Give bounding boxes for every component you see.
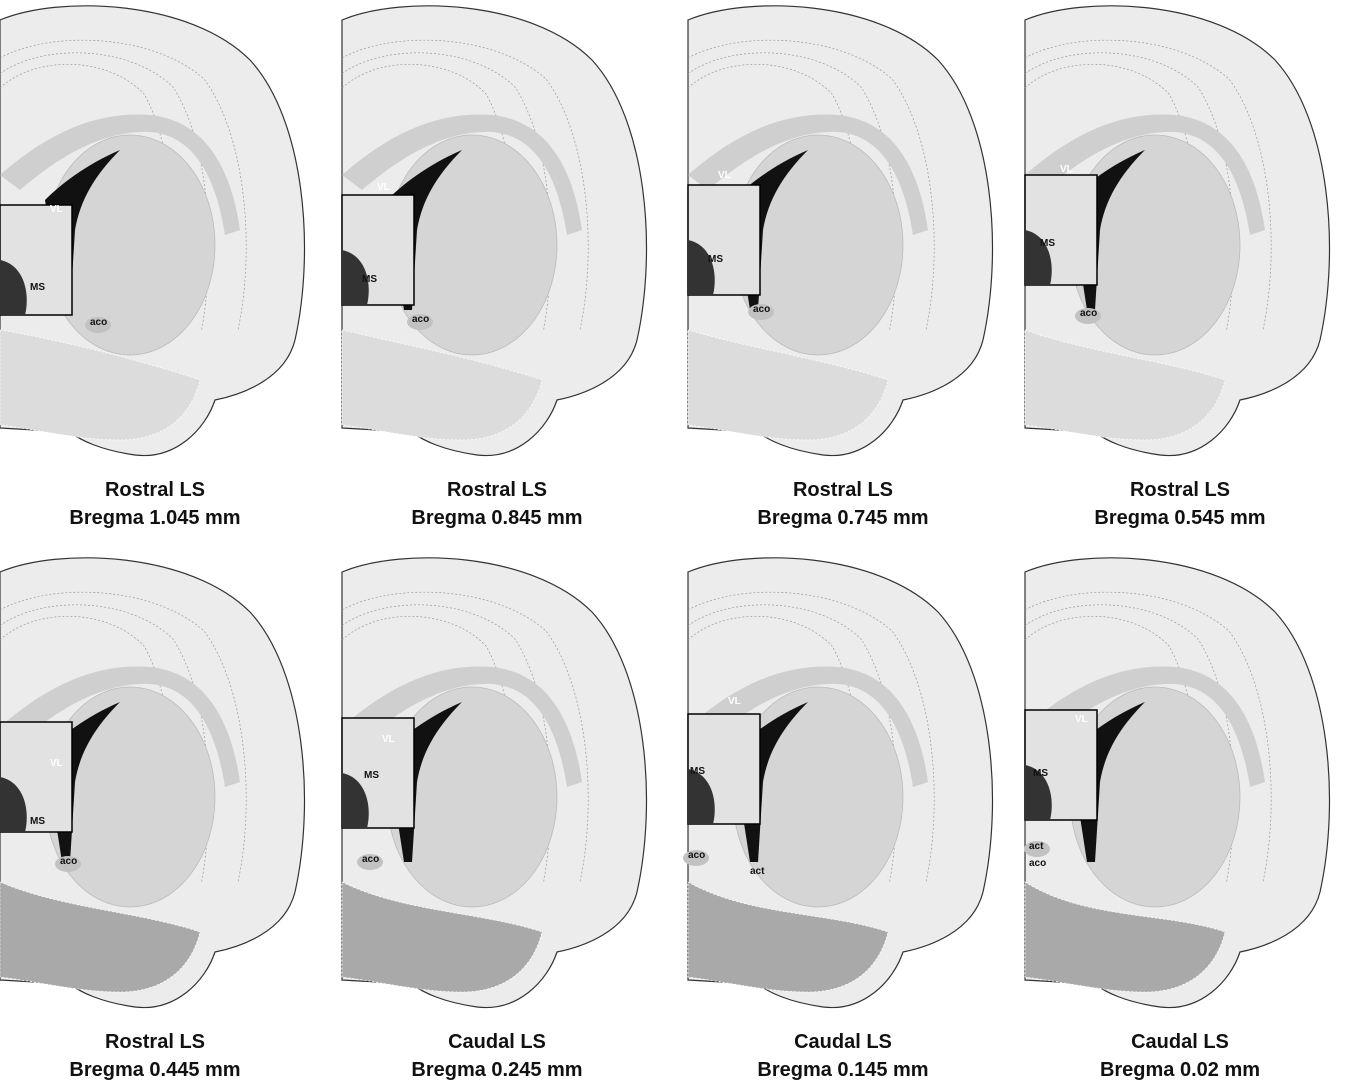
structure-label: MS xyxy=(1040,238,1055,249)
structure-label: MS xyxy=(690,766,705,777)
figure: VL MS aco Rostral LS Bregma 1.045 mm VL MS aco R… xyxy=(0,0,1357,1090)
section-panel: VL MS aco Caudal LS Bregma 0.245 mm xyxy=(342,558,647,1081)
section-panel: VL MS aco Rostral LS Bregma 1.045 mm xyxy=(0,6,305,529)
section-panel: VL MS act aco Caudal LS Bregma 0.02 mm xyxy=(1024,558,1330,1081)
structure-label: VL xyxy=(728,696,741,707)
section-panel: VL MS aco Rostral LS Bregma 0.545 mm xyxy=(1025,6,1330,529)
section-bregma: Bregma 0.02 mm xyxy=(1100,1059,1260,1081)
structure-label: VL xyxy=(1075,714,1088,725)
section-region: Rostral LS xyxy=(105,1031,205,1053)
section-bregma: Bregma 0.745 mm xyxy=(757,507,928,529)
structure-label: VL xyxy=(50,204,63,215)
structure-label: aco xyxy=(1080,308,1097,319)
structure-label: VL xyxy=(377,182,390,193)
structure-label: MS xyxy=(362,274,377,285)
structure-label: act xyxy=(750,866,765,877)
structure-label: aco xyxy=(90,317,107,328)
structure-label: MS xyxy=(708,254,723,265)
structure-label: aco xyxy=(412,314,429,325)
structure-label: aco xyxy=(362,854,379,865)
section-panel: VL MS aco Rostral LS Bregma 0.845 mm xyxy=(342,6,647,529)
structure-label: aco xyxy=(1029,858,1046,869)
structure-label: VL xyxy=(718,170,731,181)
section-bregma: Bregma 0.145 mm xyxy=(757,1059,928,1081)
section-panel: VL MS aco act Caudal LS Bregma 0.145 mm xyxy=(683,558,993,1081)
section-region: Rostral LS xyxy=(105,479,205,501)
section-region: Rostral LS xyxy=(793,479,893,501)
section-bregma: Bregma 0.845 mm xyxy=(411,507,582,529)
structure-label: aco xyxy=(753,304,770,315)
structure-label: VL xyxy=(1060,164,1073,175)
section-panel: VL MS aco Rostral LS Bregma 0.745 mm xyxy=(688,6,993,529)
structure-label: VL xyxy=(382,734,395,745)
section-region: Rostral LS xyxy=(1130,479,1230,501)
structure-label: MS xyxy=(30,282,45,293)
section-region: Rostral LS xyxy=(447,479,547,501)
section-region: Caudal LS xyxy=(1131,1031,1229,1053)
structure-label: VL xyxy=(50,758,63,769)
structure-label: act xyxy=(1029,841,1044,852)
section-bregma: Bregma 0.545 mm xyxy=(1094,507,1265,529)
structure-label: aco xyxy=(688,850,705,861)
section-region: Caudal LS xyxy=(448,1031,546,1053)
structure-label: MS xyxy=(1033,768,1048,779)
section-bregma: Bregma 1.045 mm xyxy=(69,507,240,529)
structure-label: aco xyxy=(60,856,77,867)
section-panel: VL MS aco Rostral LS Bregma 0.445 mm xyxy=(0,558,305,1081)
structure-label: MS xyxy=(30,816,45,827)
section-bregma: Bregma 0.245 mm xyxy=(411,1059,582,1081)
section-region: Caudal LS xyxy=(794,1031,892,1053)
structure-label: MS xyxy=(364,770,379,781)
section-bregma: Bregma 0.445 mm xyxy=(69,1059,240,1081)
